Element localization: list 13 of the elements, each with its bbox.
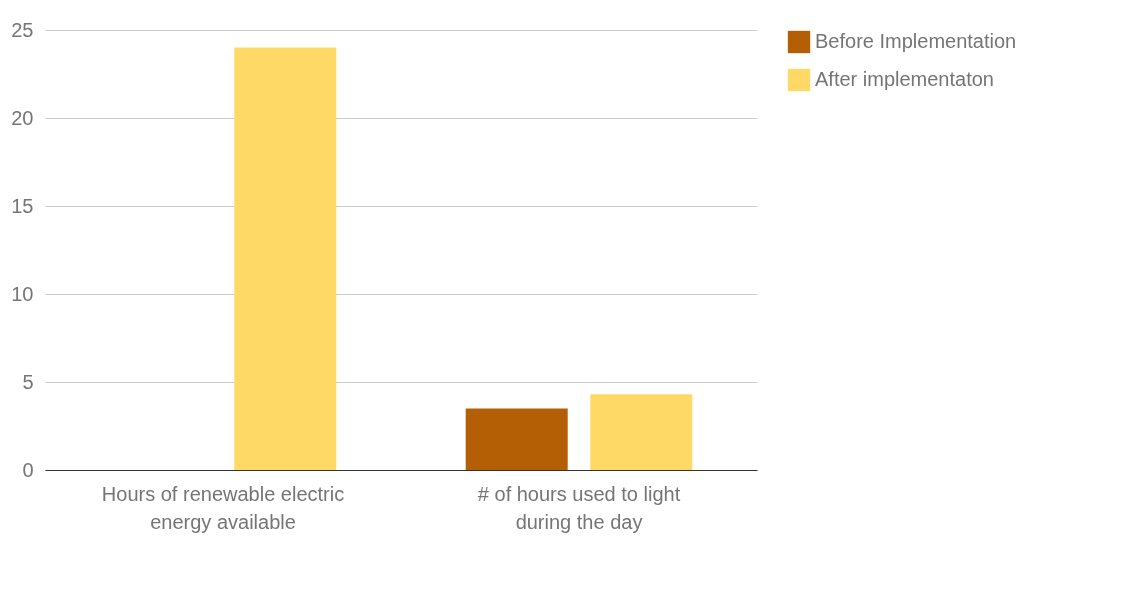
bar	[590, 394, 693, 470]
legend-label: After implementaton	[815, 68, 994, 90]
y-tick-label: 5	[22, 370, 34, 393]
x-tick-label: # of hours used to light during the day	[477, 482, 681, 533]
legend-label: Before Implementation	[815, 30, 1017, 52]
y-tick-label: 0	[22, 458, 34, 481]
bar	[465, 408, 568, 470]
y-tick-label: 20	[11, 106, 34, 129]
bar	[234, 47, 337, 470]
y-tick-label: 25	[11, 18, 34, 41]
y-tick-label: 10	[11, 282, 34, 305]
x-tick-label: Hours of renewable electric energy available	[101, 482, 345, 533]
y-tick-label: 15	[11, 194, 34, 217]
